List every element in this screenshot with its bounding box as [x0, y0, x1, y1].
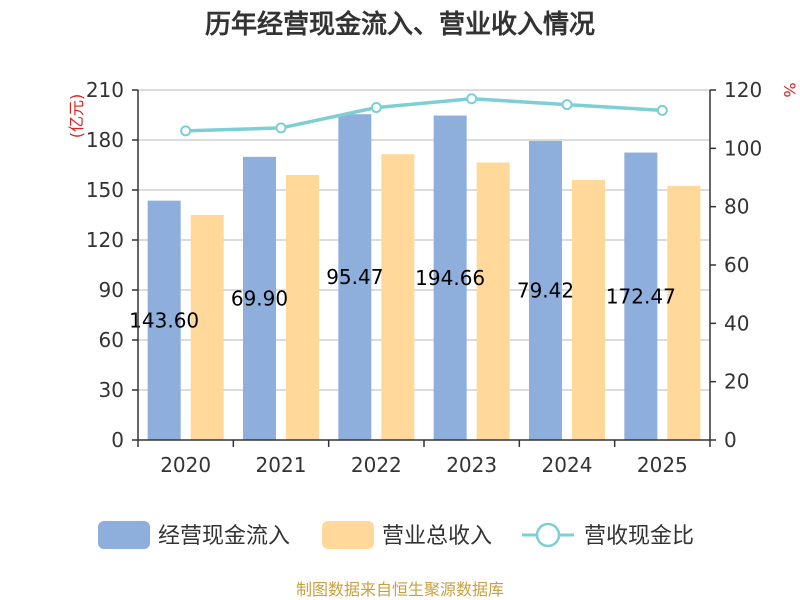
right-tick-label: 60	[724, 253, 749, 277]
x-tick-label: 2022	[351, 453, 402, 477]
bar-cash-inflow	[624, 152, 658, 441]
ratio-point	[180, 125, 192, 137]
x-tick-label: 2024	[542, 453, 593, 477]
right-axis-unit: %	[780, 82, 799, 97]
bar-revenue	[190, 215, 224, 440]
bar-data-label: 194.66	[415, 266, 485, 290]
data-labels-layer: 143.60 69.90 95.47 194.66 79.42 172.47	[129, 265, 676, 332]
left-tick-label: 0	[111, 428, 124, 452]
left-tick-label: 60	[99, 328, 124, 352]
legend-marker-ratio	[535, 522, 561, 548]
bar-data-label: 172.47	[606, 284, 676, 308]
bar-cash-inflow	[529, 140, 562, 440]
legend-swatch-cash-inflow	[98, 521, 150, 549]
legend-swatch-revenue	[322, 521, 374, 549]
left-tick-label: 30	[99, 378, 124, 402]
right-tick-label: 0	[724, 428, 737, 452]
ratio-point	[561, 99, 573, 111]
left-tick-label: 210	[86, 78, 124, 102]
bar-revenue	[286, 175, 319, 440]
bar-data-label: 95.47	[326, 265, 383, 289]
bars-layer	[147, 114, 701, 441]
legend-label-ratio: 营收现金比	[584, 524, 694, 549]
bar-cash-inflow	[338, 114, 372, 440]
legend-label-revenue: 营业总收入	[382, 524, 492, 549]
bar-revenue	[476, 162, 510, 440]
left-axis-unit: (亿元)	[67, 94, 86, 139]
right-tick-label: 120	[724, 78, 762, 102]
left-tick-label: 90	[99, 278, 124, 302]
x-tick-label: 2023	[446, 453, 497, 477]
left-tick-label: 120	[86, 228, 124, 252]
bar-revenue	[667, 185, 701, 440]
ratio-line	[185, 96, 663, 133]
grid-lines	[138, 89, 710, 391]
bar-data-label: 79.42	[517, 278, 574, 302]
bar-cash-inflow	[243, 156, 276, 441]
ratio-point	[275, 122, 287, 134]
bar-revenue	[381, 154, 415, 440]
ratio-point	[466, 93, 478, 105]
legend-label-cash-inflow: 经营现金流入	[158, 524, 290, 549]
chart-title: 历年经营现金流入、营业收入情况	[205, 9, 595, 40]
x-tick-label: 2025	[637, 453, 688, 477]
x-tick-label: 2021	[256, 453, 307, 477]
right-tick-label: 80	[724, 195, 749, 219]
ratio-line-layer	[180, 93, 668, 137]
left-tick-label: 180	[86, 128, 124, 152]
x-tick-label: 2020	[160, 453, 211, 477]
bar-cash-inflow	[433, 115, 467, 441]
ratio-point	[656, 104, 668, 116]
bar-revenue	[572, 180, 605, 440]
bar-cash-inflow	[147, 200, 181, 440]
left-tick-label: 150	[86, 178, 124, 202]
ratio-point	[370, 102, 382, 113]
bar-data-label: 69.90	[231, 286, 288, 310]
legend: 经营现金流入 营业总收入 营收现金比	[98, 521, 694, 549]
right-tick-label: 20	[724, 370, 749, 394]
axes-layer: 0 30 60 90 120 150 180 210 0 20 40 60 80 100 120 2020 20…	[86, 78, 762, 477]
right-tick-label: 40	[724, 311, 749, 335]
source-note: 制图数据来自恒生聚源数据库	[296, 580, 504, 599]
right-tick-label: 100	[724, 136, 762, 160]
bar-data-label: 143.60	[129, 308, 199, 332]
